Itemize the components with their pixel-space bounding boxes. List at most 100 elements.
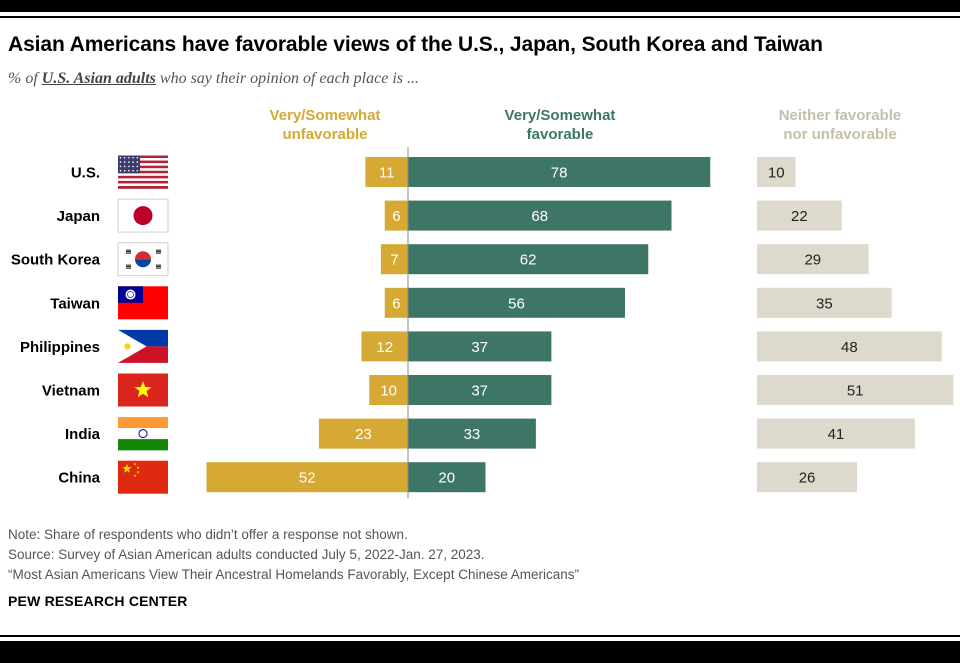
flag-triangle [118, 329, 147, 363]
data-label-neither: 51 [847, 383, 864, 400]
flag-saffron-band [118, 417, 168, 429]
category-label: Vietnam [42, 383, 100, 400]
bar-favorable [408, 244, 649, 275]
flag-stripe [118, 183, 168, 187]
bar-neither [757, 375, 954, 405]
data-label-unfavorable: 6 [392, 295, 400, 312]
flag-star [128, 157, 130, 159]
flag-stripe [118, 178, 168, 182]
bar-unfavorable [380, 244, 408, 275]
flag-trigram-bar [156, 264, 161, 266]
source-text: Source: Survey of Asian American adults … [8, 547, 485, 562]
flag-canton [118, 155, 140, 174]
bar-unfavorable [361, 331, 408, 362]
bar-neither [757, 157, 796, 187]
flag-star [132, 169, 134, 172]
flag-star [136, 161, 139, 163]
subtitle-prefix: % of [8, 70, 42, 87]
top-border-bar [0, 0, 960, 12]
data-label-neither: 48 [841, 339, 858, 356]
flag-small-star [136, 470, 140, 474]
pew-research-logo: PEW RESEARCH CENTER [8, 593, 188, 609]
flag-star [123, 157, 126, 159]
top-border-line [0, 16, 960, 18]
report-title-text: “Most Asian Americans View Their Ancestr… [8, 567, 579, 582]
flag-star [132, 157, 134, 159]
flag-star [128, 165, 130, 168]
category-label: India [65, 426, 101, 443]
flag-white-band [118, 428, 168, 440]
data-label-neither: 10 [768, 165, 785, 182]
data-label-neither: 22 [791, 208, 808, 225]
flag-trigram-bar [156, 251, 161, 253]
data-label-favorable: 37 [471, 339, 488, 356]
flag-field [118, 460, 168, 494]
taiwan-flag-icon [118, 286, 168, 320]
chart-title: Asian Americans have favorable views of … [8, 33, 823, 56]
flag-star [128, 161, 130, 163]
flag-stripe [118, 165, 168, 169]
bar-favorable [408, 462, 486, 493]
japan-flag-icon [117, 198, 169, 233]
chart-subtitle: % of U.S. Asian adults who say their opi… [8, 70, 419, 88]
bar-favorable [408, 157, 711, 187]
category-label: Philippines [20, 339, 100, 356]
bar-favorable [408, 375, 552, 405]
legend-unfavorable: Very/Somewhat unfavorable [269, 107, 381, 143]
flag-star [132, 161, 134, 163]
flag-stripe [118, 155, 168, 159]
bar-neither [757, 244, 869, 275]
flag-stripe [118, 160, 168, 164]
flag-stripe [118, 158, 168, 161]
bar-unfavorable [206, 462, 408, 493]
flag-small-star [133, 474, 137, 477]
philippines-flag-icon [118, 329, 168, 363]
bar-favorable [408, 331, 552, 362]
flag-trigram-bar [126, 267, 131, 269]
category-label: U.S. [71, 165, 100, 182]
flag-trigram-bar [126, 252, 131, 254]
flag-taeguk-red [135, 251, 151, 260]
vietnam-flag-icon [118, 373, 168, 407]
flag-trigram-bar [156, 267, 161, 269]
subtitle-population: U.S. Asian adults [41, 70, 156, 87]
bar-favorable [408, 200, 672, 231]
china-flag-icon [118, 460, 168, 494]
data-label-favorable: 37 [471, 383, 488, 400]
data-label-unfavorable: 6 [392, 208, 400, 225]
category-label: Japan [57, 208, 100, 225]
bottom-border-line [0, 635, 960, 637]
flag-trigram-bar [156, 249, 161, 251]
bar-neither [757, 418, 915, 449]
data-label-favorable: 56 [508, 295, 525, 312]
flag-trigram-bar [156, 252, 161, 254]
flag-trigram-bar [126, 266, 131, 268]
data-label-unfavorable: 52 [299, 470, 316, 487]
flag-star [136, 169, 139, 172]
bar-neither [757, 331, 942, 362]
category-label: Taiwan [50, 295, 100, 312]
flag-star [119, 157, 122, 159]
data-label-unfavorable: 10 [380, 383, 397, 400]
flag-trigram-bar [126, 251, 131, 253]
bar-unfavorable [365, 157, 408, 187]
flag-stripe [118, 175, 168, 179]
flag-stripe [118, 173, 168, 177]
legend-favorable: Very/Somewhat favorable [504, 107, 616, 143]
flag-star [119, 161, 122, 163]
data-label-favorable: 78 [551, 165, 568, 182]
flag-trigram-bar [126, 264, 131, 266]
flag-star [119, 169, 122, 172]
flag-trigram-bar [156, 266, 161, 268]
category-label: South Korea [11, 252, 101, 269]
bar-favorable [408, 418, 536, 449]
flag-star [136, 165, 139, 168]
flag-green-band [118, 439, 168, 451]
notes-block: Note: Share of respondents who didn’t of… [8, 525, 579, 585]
legend-neither: Neither favorable nor unfavorable [778, 107, 902, 143]
data-label-favorable: 33 [464, 426, 481, 443]
bar-neither [757, 200, 842, 231]
flag-sun [124, 343, 131, 350]
note-text: Note: Share of respondents who didn’t of… [8, 527, 408, 542]
bar-unfavorable [318, 418, 408, 449]
